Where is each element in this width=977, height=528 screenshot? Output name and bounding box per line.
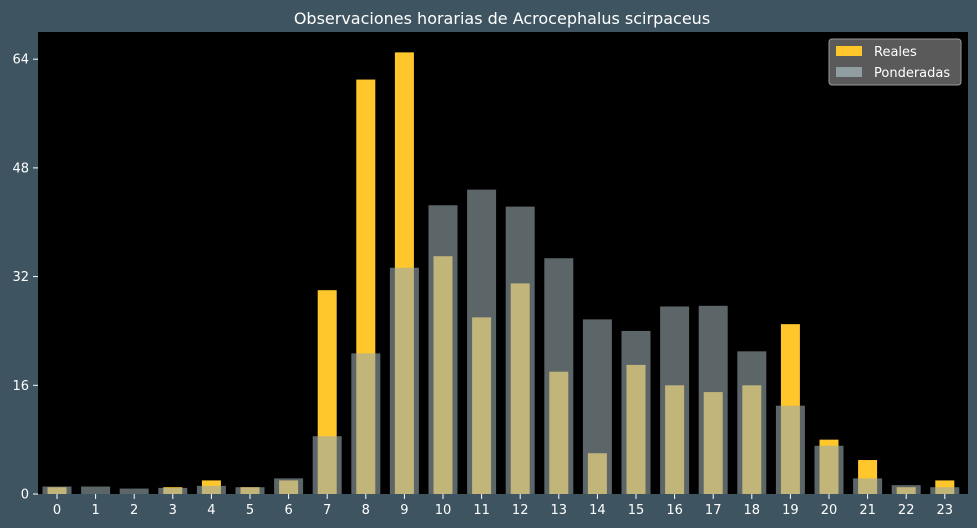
x-tick-label: 6 xyxy=(284,503,292,518)
x-tick-label: 1 xyxy=(91,503,99,518)
bar-ponderadas-10 xyxy=(428,205,458,494)
bar-ponderadas-17 xyxy=(698,305,728,494)
bar-ponderadas-21 xyxy=(853,478,883,494)
bar-ponderadas-20 xyxy=(814,445,844,494)
x-tick-label: 0 xyxy=(53,503,61,518)
bar-ponderadas-2 xyxy=(119,488,149,494)
bar-ponderadas-7 xyxy=(312,436,342,494)
bar-ponderadas-16 xyxy=(660,306,690,494)
bar-ponderadas-4 xyxy=(196,485,226,494)
bar-ponderadas-5 xyxy=(235,487,265,494)
x-tick-label: 8 xyxy=(362,503,370,518)
x-tick-label: 20 xyxy=(821,503,838,518)
x-tick-label: 21 xyxy=(859,503,876,518)
x-tick-label: 13 xyxy=(551,503,568,518)
x-tick-label: 9 xyxy=(400,503,408,518)
x-tick-label: 7 xyxy=(323,503,331,518)
bar-ponderadas-15 xyxy=(621,330,651,494)
x-tick-label: 18 xyxy=(744,503,761,518)
bar-ponderadas-14 xyxy=(582,319,612,494)
y-tick-label: 64 xyxy=(12,53,29,68)
x-tick-label: 16 xyxy=(666,503,683,518)
legend-swatch-ponderadas xyxy=(836,67,862,77)
legend-label-ponderadas: Ponderadas xyxy=(874,66,950,81)
y-tick-label: 0 xyxy=(21,488,29,503)
bar-ponderadas-13 xyxy=(544,258,574,494)
x-axis: 0 1 2 3 4 5 6 7 8 9 10 11 12 13 14 15 16 17 18 19 20 21 22 23 xyxy=(53,494,953,518)
bar-ponderadas-3 xyxy=(158,487,188,494)
bar-ponderadas-19 xyxy=(775,405,805,494)
bars-ponderadas xyxy=(42,189,960,494)
x-tick-label: 22 xyxy=(898,503,915,518)
x-tick-label: 17 xyxy=(705,503,722,518)
bar-ponderadas-1 xyxy=(81,486,111,494)
x-tick-label: 23 xyxy=(937,503,954,518)
y-tick-label: 48 xyxy=(12,161,29,176)
plot-area xyxy=(38,32,968,494)
bar-ponderadas-23 xyxy=(930,487,960,494)
legend-label-reales: Reales xyxy=(874,45,917,60)
x-tick-label: 14 xyxy=(589,503,606,518)
x-tick-label: 12 xyxy=(512,503,529,518)
bar-ponderadas-11 xyxy=(467,189,497,494)
legend-swatch-reales xyxy=(836,46,862,56)
chart-title: Observaciones horarias de Acrocephalus s… xyxy=(294,9,710,28)
x-tick-label: 4 xyxy=(207,503,215,518)
x-tick-label: 11 xyxy=(473,503,490,518)
bar-ponderadas-6 xyxy=(274,478,304,494)
bar-ponderadas-8 xyxy=(351,353,381,494)
bar-ponderadas-12 xyxy=(505,206,535,494)
x-tick-label: 2 xyxy=(130,503,138,518)
legend: Reales Ponderadas xyxy=(828,38,962,86)
y-tick-label: 32 xyxy=(12,270,29,285)
y-tick-label: 16 xyxy=(12,379,29,394)
bar-ponderadas-22 xyxy=(891,485,921,494)
x-tick-label: 15 xyxy=(628,503,645,518)
y-axis: 0 16 32 48 64 xyxy=(12,53,38,503)
x-tick-label: 5 xyxy=(246,503,254,518)
bar-ponderadas-18 xyxy=(737,351,767,494)
x-tick-label: 10 xyxy=(435,503,452,518)
x-tick-label: 19 xyxy=(782,503,799,518)
x-tick-label: 3 xyxy=(169,503,177,518)
bar-ponderadas-0 xyxy=(42,486,72,494)
bar-ponderadas-9 xyxy=(389,267,419,494)
